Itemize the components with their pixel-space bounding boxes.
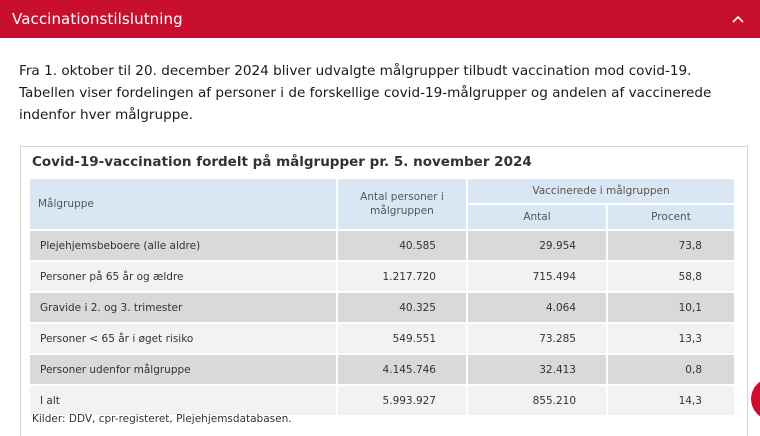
table-row: I alt 5.993.927 855.210 14,3 <box>30 386 736 417</box>
cell-percent: 0,8 <box>608 355 736 386</box>
vaccination-table: Målgruppe Antal personer i målgruppen Va… <box>30 179 736 417</box>
table-caption: Covid-19-vaccination fordelt på målgrupp… <box>32 154 532 170</box>
cell-percent: 73,8 <box>608 231 736 262</box>
cell-count: 4.145.746 <box>338 355 468 386</box>
table-row: Personer udenfor målgruppe 4.145.746 32.… <box>30 355 736 386</box>
cell-percent: 58,8 <box>608 262 736 293</box>
cell-group: Gravide i 2. og 3. trimester <box>30 293 338 324</box>
accordion-header[interactable]: Vaccinationstilslutning <box>0 0 760 38</box>
cell-number: 715.494 <box>468 262 608 293</box>
cell-number: 32.413 <box>468 355 608 386</box>
table-row: Personer < 65 år i øget risiko 549.551 7… <box>30 324 736 355</box>
floating-action-button[interactable] <box>751 378 760 420</box>
table-row: Personer på 65 år og ældre 1.217.720 715… <box>30 262 736 293</box>
table-row: Gravide i 2. og 3. trimester 40.325 4.06… <box>30 293 736 324</box>
cell-count: 549.551 <box>338 324 468 355</box>
cell-group: I alt <box>30 386 338 417</box>
cell-count: 5.993.927 <box>338 386 468 417</box>
cell-group: Plejehjemsbeboere (alle aldre) <box>30 231 338 262</box>
header-number: Antal <box>468 205 608 231</box>
cell-percent: 13,3 <box>608 324 736 355</box>
cell-count: 1.217.720 <box>338 262 468 293</box>
cell-number: 73.285 <box>468 324 608 355</box>
vaccination-table-card: Covid-19-vaccination fordelt på målgrupp… <box>20 146 748 436</box>
cell-number: 855.210 <box>468 386 608 417</box>
header-count: Antal personer i målgruppen <box>338 179 468 231</box>
table-sources: Kilder: DDV, cpr-registeret, Plejehjemsd… <box>32 413 292 425</box>
cell-number: 4.064 <box>468 293 608 324</box>
cell-number: 29.954 <box>468 231 608 262</box>
cell-count: 40.585 <box>338 231 468 262</box>
cell-count: 40.325 <box>338 293 468 324</box>
header-percent: Procent <box>608 205 736 231</box>
header-group: Målgruppe <box>30 179 338 231</box>
cell-percent: 14,3 <box>608 386 736 417</box>
chevron-up-icon[interactable] <box>730 11 746 27</box>
cell-group: Personer på 65 år og ældre <box>30 262 338 293</box>
cell-percent: 10,1 <box>608 293 736 324</box>
intro-text: Fra 1. oktober til 20. december 2024 bli… <box>19 63 712 123</box>
table-row: Plejehjemsbeboere (alle aldre) 40.585 29… <box>30 231 736 262</box>
accordion-title: Vaccinationstilslutning <box>12 10 183 28</box>
cell-group: Personer udenfor målgruppe <box>30 355 338 386</box>
cell-group: Personer < 65 år i øget risiko <box>30 324 338 355</box>
header-vaccinated: Vaccinerede i målgruppen <box>468 179 736 205</box>
